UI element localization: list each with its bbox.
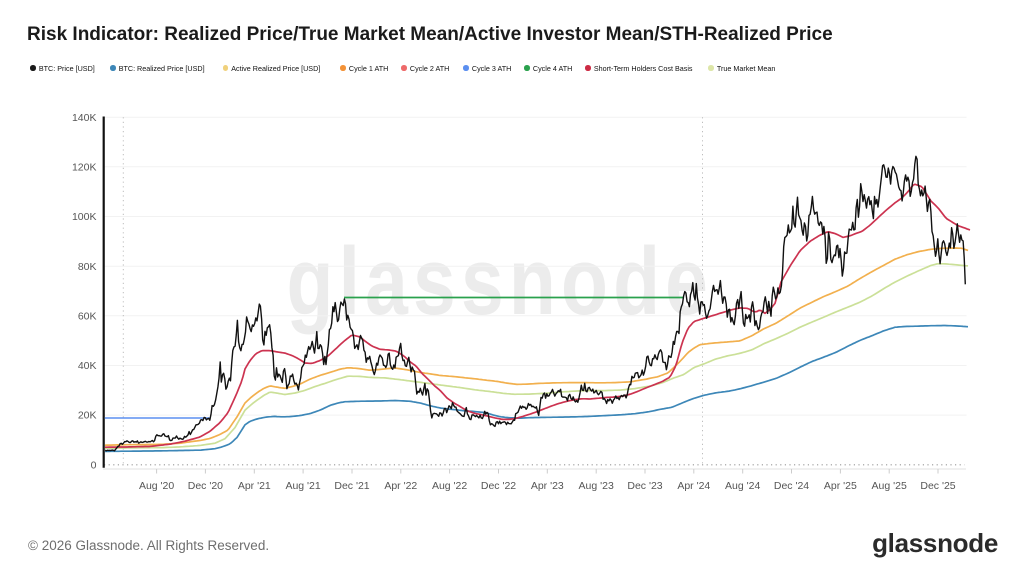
svg-text:Apr '22: Apr '22 — [384, 480, 417, 492]
svg-text:80K: 80K — [78, 261, 97, 273]
svg-text:Apr '21: Apr '21 — [238, 480, 271, 492]
svg-text:Apr '24: Apr '24 — [677, 480, 710, 492]
svg-text:0: 0 — [91, 459, 97, 471]
svg-text:Dec '24: Dec '24 — [774, 480, 809, 492]
svg-text:40K: 40K — [78, 360, 97, 372]
svg-text:glassnode: glassnode — [287, 228, 714, 335]
svg-text:100K: 100K — [72, 211, 97, 223]
svg-text:Apr '23: Apr '23 — [531, 480, 564, 492]
svg-text:Aug '20: Aug '20 — [139, 480, 174, 492]
svg-text:Aug '23: Aug '23 — [579, 480, 614, 492]
svg-text:140K: 140K — [72, 112, 97, 124]
svg-text:20K: 20K — [78, 410, 97, 422]
svg-text:Dec '22: Dec '22 — [481, 480, 516, 492]
svg-text:120K: 120K — [72, 161, 97, 173]
svg-text:Aug '22: Aug '22 — [432, 480, 467, 492]
svg-text:Dec '21: Dec '21 — [334, 480, 369, 492]
svg-text:Aug '24: Aug '24 — [725, 480, 760, 492]
svg-text:Apr '25: Apr '25 — [824, 480, 857, 492]
svg-text:Dec '25: Dec '25 — [920, 480, 955, 492]
svg-text:Dec '20: Dec '20 — [188, 480, 223, 492]
svg-text:60K: 60K — [78, 310, 97, 322]
svg-text:Aug '25: Aug '25 — [872, 480, 907, 492]
svg-text:Dec '23: Dec '23 — [627, 480, 662, 492]
svg-text:Aug '21: Aug '21 — [285, 480, 320, 492]
